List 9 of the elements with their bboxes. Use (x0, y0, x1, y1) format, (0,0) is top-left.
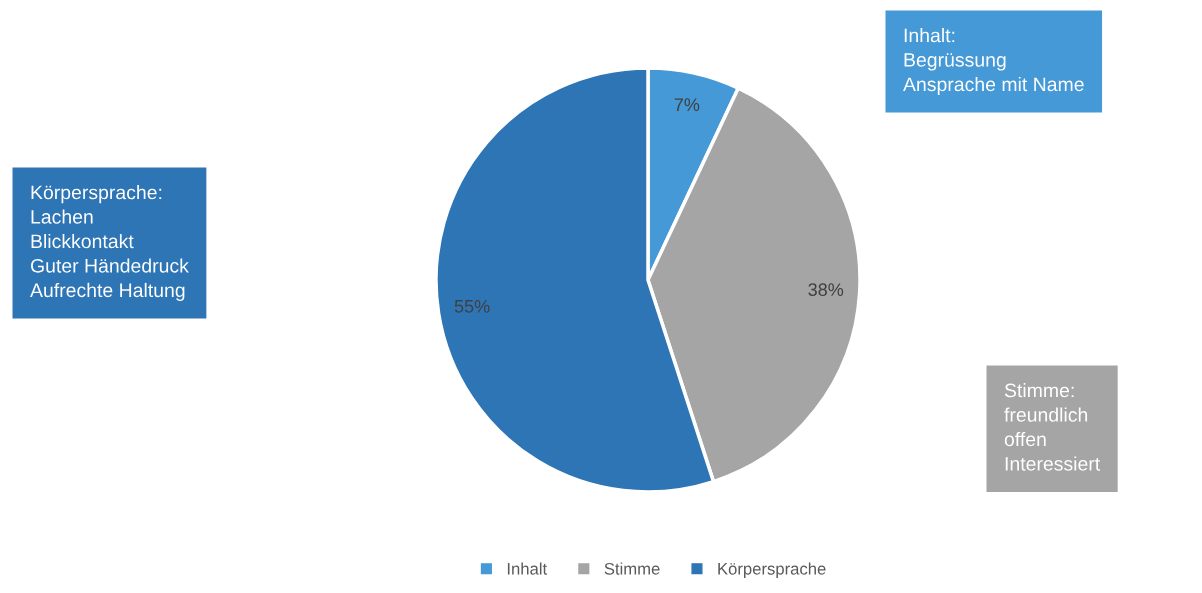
legend-label: Stimme (604, 562, 660, 575)
text: Inhalt: Begrüssung Ansprache mit Name (903, 28, 1084, 96)
text: Stimme: freundlich offen Interessiert (1004, 383, 1101, 471)
data-label: 55% (454, 300, 490, 313)
text: Körpersprache: Lachen Blickkontakt Guter Händedruck Aufrechte Haltung (30, 185, 189, 301)
data-label: 38% (808, 283, 844, 297)
legend-label: Inhalt (507, 562, 548, 575)
data-label: 7% (674, 98, 700, 111)
legend-label: Körpersprache (718, 562, 826, 578)
